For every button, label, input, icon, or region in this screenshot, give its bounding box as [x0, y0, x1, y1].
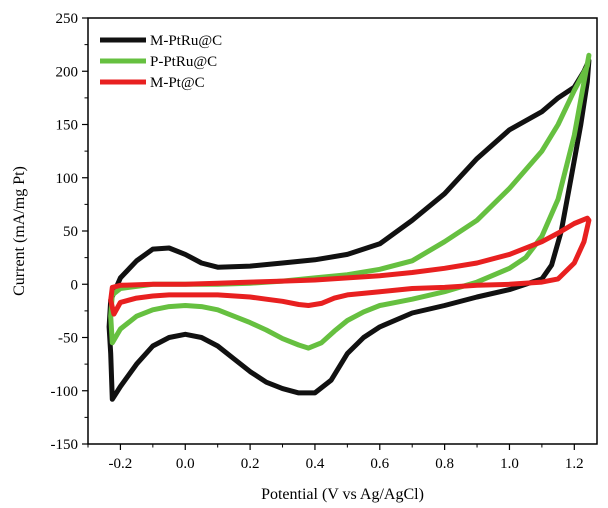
legend: M-PtRu@C P-PtRu@C M-Pt@C	[100, 33, 222, 91]
y-tick-label: 250	[56, 11, 79, 27]
legend-label: M-PtRu@C	[150, 33, 222, 49]
y-tick-label: -50	[58, 331, 78, 347]
x-tick-label: 0.4	[306, 456, 325, 472]
y-tick-label: 0	[71, 277, 79, 293]
x-tick-label: 1.0	[500, 456, 519, 472]
legend-label: P-PtRu@C	[150, 54, 217, 70]
y-tick-label: 100	[56, 171, 79, 187]
y-tick-label: 200	[56, 64, 79, 80]
x-tick-label: 0.6	[370, 456, 389, 472]
series-line-0	[106, 58, 592, 402]
y-tick-label: -100	[51, 384, 79, 400]
x-axis: -0.2 0.0 0.2 0.4 0.6 0.8 1.0 1.2	[87, 444, 584, 472]
y-tick-label: -150	[51, 437, 79, 453]
y-axis: -150 -100 -50 0 50 100 150 200 250	[51, 11, 88, 453]
legend-label: M-Pt@C	[150, 75, 205, 91]
series-line-1	[108, 52, 592, 351]
x-tick-label: -0.2	[109, 456, 133, 472]
x-tick-label: 0.0	[176, 456, 195, 472]
plot-lines	[106, 52, 592, 402]
x-tick-label: 0.8	[435, 456, 454, 472]
y-axis-title: Current (mA/mg Pt)	[11, 166, 28, 296]
x-axis-title: Potential (V vs Ag/AgCl)	[261, 486, 424, 503]
x-tick-label: 0.2	[241, 456, 260, 472]
y-tick-label: 50	[63, 224, 78, 240]
series-line-2	[108, 215, 592, 317]
y-tick-label: 150	[56, 118, 79, 134]
x-tick-label: 1.2	[565, 456, 584, 472]
